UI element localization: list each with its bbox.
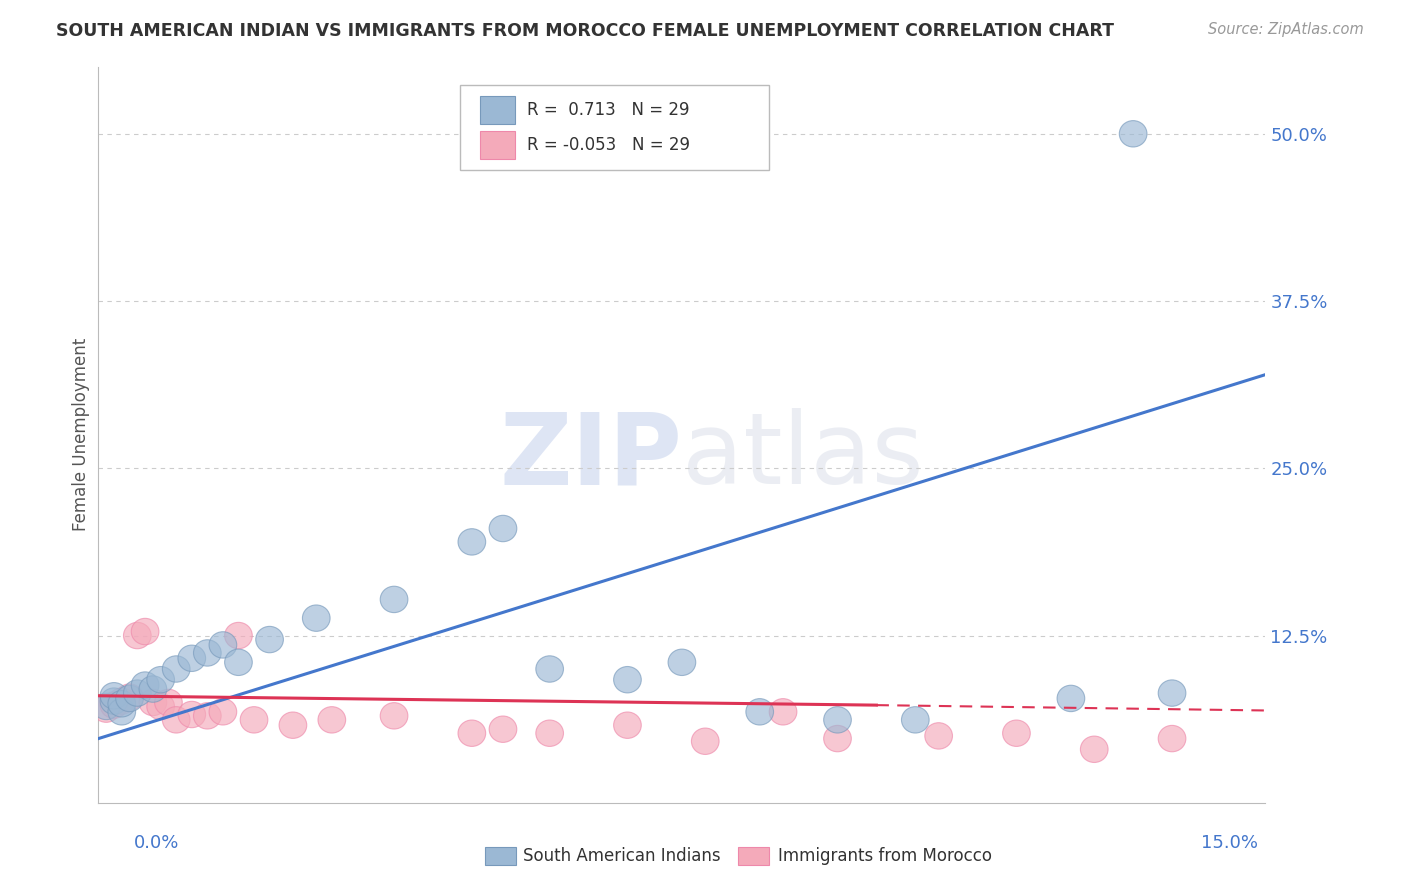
Ellipse shape — [179, 645, 205, 672]
Ellipse shape — [139, 690, 167, 715]
Ellipse shape — [824, 706, 852, 733]
Ellipse shape — [1002, 720, 1031, 747]
Ellipse shape — [489, 516, 517, 541]
Ellipse shape — [146, 693, 174, 720]
Text: 0.0%: 0.0% — [134, 834, 179, 852]
Ellipse shape — [1159, 680, 1185, 706]
Ellipse shape — [536, 656, 564, 682]
Bar — [479, 131, 515, 159]
Ellipse shape — [100, 682, 128, 709]
Ellipse shape — [225, 623, 252, 648]
Ellipse shape — [194, 703, 221, 729]
Text: atlas: atlas — [682, 409, 924, 506]
Ellipse shape — [1080, 736, 1108, 763]
Ellipse shape — [489, 716, 517, 742]
Ellipse shape — [162, 656, 190, 682]
Ellipse shape — [209, 698, 236, 725]
Ellipse shape — [380, 703, 408, 729]
Ellipse shape — [100, 688, 128, 714]
Ellipse shape — [162, 706, 190, 733]
Ellipse shape — [824, 725, 852, 752]
Text: Immigrants from Morocco: Immigrants from Morocco — [778, 847, 991, 865]
Ellipse shape — [668, 649, 696, 675]
Ellipse shape — [131, 618, 159, 645]
Ellipse shape — [1119, 120, 1147, 147]
Y-axis label: Female Unemployment: Female Unemployment — [72, 338, 90, 532]
Ellipse shape — [108, 690, 135, 717]
Ellipse shape — [100, 692, 128, 718]
Ellipse shape — [108, 698, 135, 725]
Text: South American Indians: South American Indians — [523, 847, 721, 865]
Ellipse shape — [225, 649, 252, 675]
Ellipse shape — [256, 626, 284, 653]
Text: Source: ZipAtlas.com: Source: ZipAtlas.com — [1208, 22, 1364, 37]
Ellipse shape — [108, 688, 135, 714]
Ellipse shape — [155, 690, 183, 715]
Ellipse shape — [93, 696, 120, 723]
Ellipse shape — [115, 684, 143, 710]
Ellipse shape — [380, 586, 408, 613]
Ellipse shape — [901, 706, 929, 733]
Ellipse shape — [536, 720, 564, 747]
Ellipse shape — [278, 712, 307, 739]
Ellipse shape — [124, 623, 152, 648]
Ellipse shape — [240, 706, 269, 733]
Ellipse shape — [1057, 685, 1085, 712]
Ellipse shape — [769, 698, 797, 725]
Ellipse shape — [692, 728, 718, 755]
Ellipse shape — [302, 605, 330, 632]
FancyBboxPatch shape — [460, 86, 769, 170]
Ellipse shape — [745, 698, 773, 725]
Ellipse shape — [124, 680, 152, 706]
Ellipse shape — [1159, 725, 1185, 752]
Ellipse shape — [115, 685, 143, 712]
Ellipse shape — [93, 693, 120, 720]
Text: R =  0.713   N = 29: R = 0.713 N = 29 — [527, 101, 689, 119]
Text: 15.0%: 15.0% — [1201, 834, 1258, 852]
Ellipse shape — [318, 706, 346, 733]
Ellipse shape — [131, 672, 159, 698]
Text: SOUTH AMERICAN INDIAN VS IMMIGRANTS FROM MOROCCO FEMALE UNEMPLOYMENT CORRELATION: SOUTH AMERICAN INDIAN VS IMMIGRANTS FROM… — [56, 22, 1114, 40]
Ellipse shape — [179, 701, 205, 728]
Ellipse shape — [194, 640, 221, 666]
Ellipse shape — [458, 529, 485, 555]
Ellipse shape — [139, 676, 167, 702]
Ellipse shape — [613, 666, 641, 693]
Ellipse shape — [146, 666, 174, 693]
Ellipse shape — [925, 723, 952, 749]
Bar — [479, 95, 515, 124]
Text: R = -0.053   N = 29: R = -0.053 N = 29 — [527, 136, 690, 154]
Ellipse shape — [209, 632, 236, 658]
Ellipse shape — [613, 712, 641, 739]
Ellipse shape — [458, 720, 485, 747]
Text: ZIP: ZIP — [499, 409, 682, 506]
